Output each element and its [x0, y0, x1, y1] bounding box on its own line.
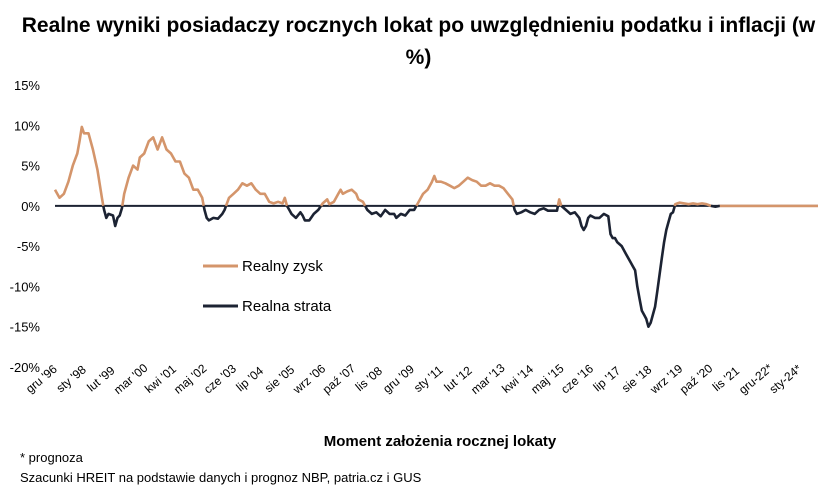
x-tick-label: maj '02 — [171, 361, 210, 397]
x-tick-label: cze '16 — [558, 361, 596, 396]
series-line-realna-strata — [285, 205, 323, 222]
series-line-realny-zysk — [121, 136, 205, 207]
y-axis: 15% 10% 5% 0% -5% -10% -15% -20% — [10, 78, 41, 375]
x-tick-label: paź '20 — [677, 361, 716, 397]
y-tick-label: 5% — [21, 159, 40, 174]
chart-title: Realne wyniki posiadaczy rocznych lokat … — [21, 14, 816, 69]
x-tick-label: cze '03 — [201, 361, 239, 396]
series-line-realny-zysk — [556, 198, 563, 207]
x-tick-label: mar '00 — [111, 361, 151, 397]
x-tick-label: kwi '14 — [499, 362, 536, 396]
y-tick-label: -15% — [10, 320, 41, 335]
series-lines — [53, 125, 818, 328]
y-tick-label: -10% — [10, 279, 41, 294]
series-line-realny-zysk — [224, 182, 289, 207]
y-tick-label: 15% — [14, 78, 40, 93]
x-tick-label: sie '18 — [619, 362, 655, 395]
legend: Realny zysk Realna strata — [203, 258, 332, 315]
source-note: Szacunki HREIT na podstawie danych i pro… — [20, 470, 422, 485]
series-line-realny-zysk — [415, 174, 515, 207]
x-tick-label: sty '98 — [54, 362, 90, 395]
legend-label-gain: Realny zysk — [242, 258, 323, 275]
x-tick-label: lip '17 — [591, 363, 624, 394]
x-tick-label: lis '21 — [710, 364, 742, 394]
series-line-realna-strata — [512, 205, 560, 216]
series-line-realna-strata — [710, 204, 721, 208]
y-tick-label: -20% — [10, 360, 41, 375]
x-tick-label: gru '09 — [380, 362, 417, 396]
x-tick-label: wrz '06 — [290, 361, 329, 397]
x-tick-label: sie '05 — [262, 362, 298, 395]
y-tick-label: -5% — [17, 239, 41, 254]
x-tick-label: maj '15 — [528, 361, 567, 397]
legend-label-loss: Realna strata — [242, 298, 332, 315]
x-tick-label: sty '11 — [411, 363, 446, 395]
footnote: * prognoza — [20, 450, 83, 465]
series-line-realny-zysk — [319, 188, 367, 207]
series-line-realna-strata — [363, 205, 418, 220]
x-tick-label: kwi '01 — [142, 362, 179, 396]
series-line-realna-strata — [560, 204, 677, 328]
series-line-realny-zysk — [53, 125, 105, 207]
x-tick-label: wrz '19 — [647, 361, 686, 397]
y-tick-label: 10% — [14, 118, 40, 133]
series-line-realny-zysk — [673, 201, 712, 208]
series-line-realna-strata — [102, 205, 124, 228]
x-tick-label: paź '07 — [320, 361, 359, 397]
x-tick-label: lis '08 — [353, 364, 385, 394]
x-axis-label: Moment założenia rocznej lokaty — [323, 433, 557, 450]
x-tick-label: sty-24* — [767, 361, 805, 396]
x-tick-label: mar '13 — [468, 361, 508, 397]
y-tick-label: 0% — [21, 199, 40, 214]
x-tick-label: gru-22* — [736, 361, 775, 397]
x-tick-label: lip '04 — [233, 363, 266, 394]
series-line-realna-strata — [202, 205, 228, 222]
